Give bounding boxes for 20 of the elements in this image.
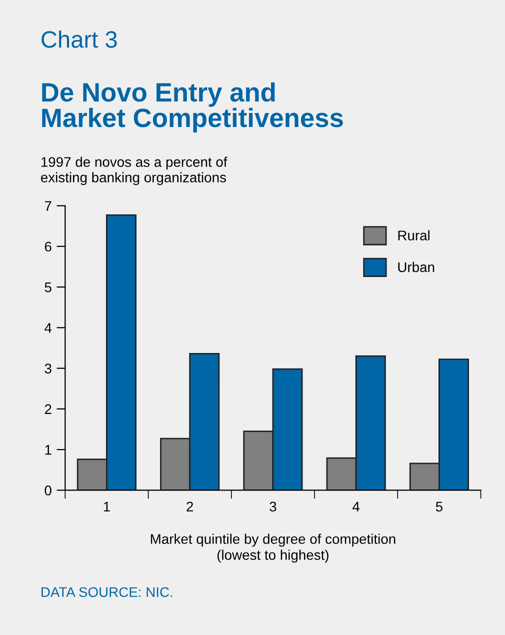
- chart-subtitle: De Novo Entry and Market Competitiveness: [42, 82, 343, 132]
- x-tick-label: 5: [436, 502, 442, 512]
- y-tick-label: 3: [44, 364, 52, 374]
- y-tick-label: 4: [44, 323, 52, 333]
- source-note: DATA SOURCE: NIC.: [42, 587, 172, 598]
- x-tick-label: 1: [104, 502, 110, 512]
- x-axis-title: Market quintile by degree of competition (lowest to highest): [150, 534, 396, 563]
- legend-label: Rural: [398, 230, 430, 240]
- y-tick-label: 0: [44, 486, 52, 496]
- y-axis-title: 1997 de novos as a percent of existing banking organizations: [40, 156, 228, 186]
- y-tick-label: 7: [44, 201, 52, 211]
- y-tick-label: 5: [44, 282, 52, 292]
- x-tick-label: 2: [186, 502, 193, 512]
- x-tick-label: 3: [270, 502, 276, 512]
- y-tick-label: 1: [45, 445, 52, 455]
- y-tick-label: 6: [44, 242, 52, 252]
- legend-label: Urban: [398, 262, 434, 272]
- chart-title: Chart 3: [42, 30, 117, 48]
- x-tick-label: 4: [352, 502, 360, 512]
- y-tick-label: 2: [44, 404, 52, 414]
